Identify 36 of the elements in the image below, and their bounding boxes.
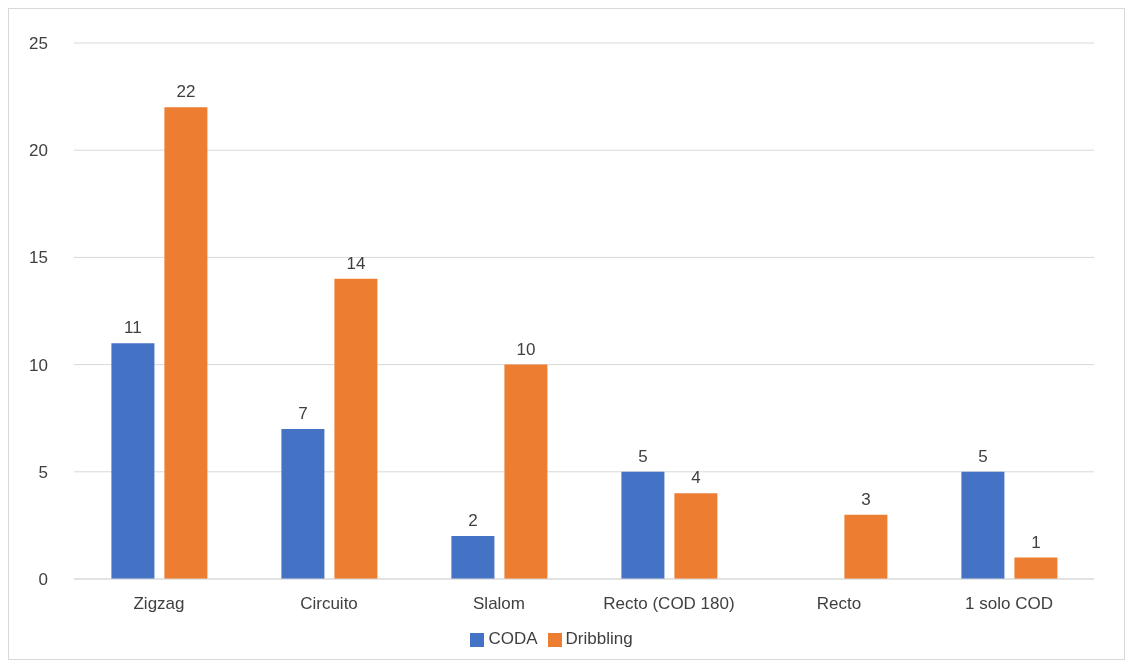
- data-label: 5: [978, 446, 988, 466]
- bar: [281, 428, 325, 579]
- x-tick-label: Recto (COD 180): [603, 594, 735, 614]
- bar: [844, 514, 888, 579]
- bar: [334, 278, 378, 579]
- bar: [961, 471, 1005, 579]
- bar: [164, 107, 208, 579]
- bar: [504, 364, 548, 579]
- data-label: 11: [124, 318, 142, 338]
- bar: [674, 493, 718, 579]
- data-label: 2: [468, 511, 478, 531]
- data-label: 22: [176, 82, 196, 102]
- x-tick-label: Circuito: [300, 594, 358, 614]
- y-tick-label: 25: [29, 34, 48, 54]
- data-label: 14: [346, 253, 366, 273]
- data-label: 10: [516, 339, 536, 359]
- y-tick-label: 15: [29, 248, 48, 268]
- bar: [621, 471, 665, 579]
- y-tick-label: 5: [38, 462, 48, 482]
- y-tick-label: 20: [29, 141, 48, 161]
- data-label: 7: [298, 403, 308, 423]
- bar: [451, 536, 495, 579]
- data-label: 4: [691, 468, 701, 488]
- data-label: 3: [861, 489, 871, 509]
- data-label: 5: [638, 446, 648, 466]
- x-tick-label: Recto: [816, 594, 862, 614]
- data-label: 1: [1031, 532, 1041, 552]
- bar: [1014, 557, 1058, 579]
- bar: [111, 343, 155, 579]
- legend-label: Dribbling: [565, 629, 633, 648]
- x-tick-label: Slalom: [473, 594, 525, 614]
- y-tick-label: 0: [38, 570, 48, 590]
- y-tick-label: 10: [29, 355, 48, 375]
- x-tick-label: Zigzag: [133, 594, 185, 614]
- legend-label: CODA: [488, 629, 538, 648]
- x-tick-label: 1 solo COD: [965, 594, 1053, 614]
